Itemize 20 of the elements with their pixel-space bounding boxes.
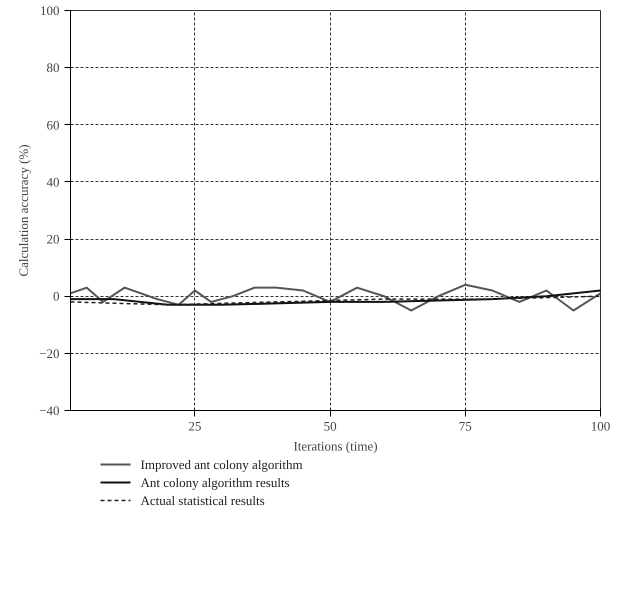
line-series xyxy=(70,284,600,312)
x-tick-label: 100 xyxy=(590,418,610,434)
y-tick-label: 80 xyxy=(46,60,60,76)
x-tick-label: 50 xyxy=(324,418,337,434)
legend-label: Actual statistical results xyxy=(140,493,265,508)
x-axis-title: Iterations (time) xyxy=(293,438,378,454)
y-tick-label: 40 xyxy=(46,174,60,190)
y-tick-label: 0 xyxy=(53,288,60,304)
legend-label: Ant colony algorithm results xyxy=(140,475,290,490)
y-tick-label: 20 xyxy=(46,232,60,247)
y-tick-label: −40 xyxy=(39,403,60,418)
x-tick-label: 25 xyxy=(188,418,202,434)
y-tick-label: 100 xyxy=(40,3,60,18)
y-axis-title: Calculation accuracy (%) xyxy=(16,144,32,277)
y-tick-label: −20 xyxy=(39,346,60,361)
y-tick-label: 60 xyxy=(46,117,60,132)
line-series xyxy=(70,290,600,306)
line-series xyxy=(70,295,600,306)
legend-label: Improved ant colony algorithm xyxy=(140,457,303,472)
x-tick-label: 75 xyxy=(458,418,472,434)
